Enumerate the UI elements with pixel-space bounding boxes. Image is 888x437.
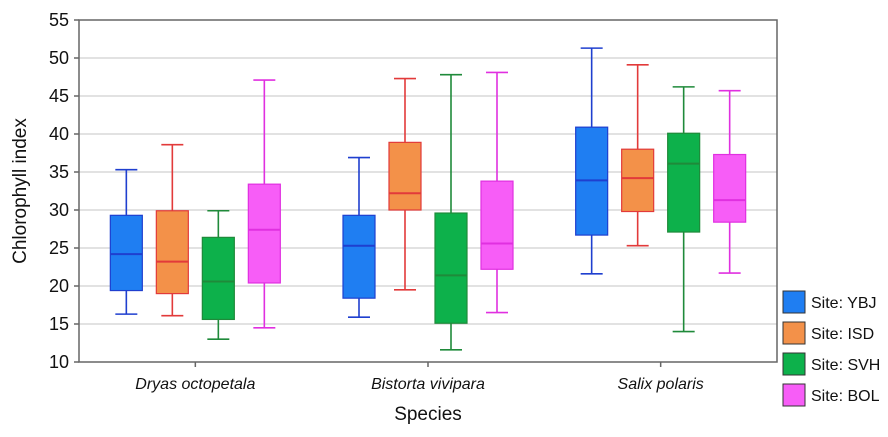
- legend-swatch: [782, 290, 806, 314]
- box-site-ybj-2: [342, 156, 376, 318]
- y-axis-title: Chlorophyll index: [10, 118, 31, 264]
- legend-label: Site: YBJ: [811, 295, 877, 312]
- iqr-box: [713, 153, 747, 223]
- iqr-box: [247, 183, 281, 284]
- legend-item: Site: ISD: [782, 321, 874, 345]
- y-tick-label: 45: [49, 86, 69, 106]
- iqr-box: [621, 148, 655, 213]
- y-tick-label: 55: [49, 10, 69, 30]
- legend-item: Site: YBJ: [782, 290, 877, 314]
- x-category-label: Dryas octopetala: [135, 376, 255, 393]
- box-site-svh-1: [201, 209, 235, 341]
- legend-item: Site: SVH: [782, 352, 880, 376]
- grid-layer: [79, 57, 777, 325]
- iqr-box: [109, 214, 143, 292]
- y-tick-label: 30: [49, 200, 69, 220]
- y-tick-label: 20: [49, 276, 69, 296]
- legend: Site: YBJ Site: ISD Site: SVH Site: BOL: [782, 290, 880, 407]
- legend-swatch: [782, 321, 806, 345]
- iqr-box: [342, 214, 376, 299]
- y-tick-label: 15: [49, 314, 69, 334]
- iqr-box: [155, 210, 189, 295]
- y-tick-label: 40: [49, 124, 69, 144]
- box-site-bol-1: [247, 79, 281, 329]
- box-site-ybj-3: [575, 47, 609, 275]
- box-site-bol-3: [713, 89, 747, 274]
- box-site-svh-2: [434, 73, 468, 351]
- y-tick-label: 25: [49, 238, 69, 258]
- box-site-ybj-1: [109, 168, 143, 315]
- legend-label: Site: BOL: [811, 388, 880, 405]
- legend-label: Site: ISD: [811, 326, 874, 343]
- iqr-box: [667, 132, 701, 233]
- iqr-box: [434, 212, 468, 324]
- box-site-isd-3: [621, 64, 655, 247]
- iqr-box: [201, 236, 235, 321]
- box-layer: [109, 47, 747, 351]
- iqr-box: [480, 180, 514, 270]
- legend-label: Site: SVH: [811, 357, 880, 374]
- y-tick-label: 50: [49, 48, 69, 68]
- x-category-label: Salix polaris: [618, 376, 704, 393]
- legend-item: Site: BOL: [782, 383, 880, 407]
- iqr-box: [388, 141, 422, 211]
- legend-swatch: [782, 352, 806, 376]
- y-tick-label: 10: [49, 352, 69, 372]
- legend-swatch: [782, 383, 806, 407]
- box-site-bol-2: [480, 71, 514, 314]
- x-category-label: Bistorta vivipara: [371, 376, 485, 393]
- x-axis-title: Species: [394, 404, 462, 425]
- y-tick-label: 35: [49, 162, 69, 182]
- axis-layer: 10 15 20 25 30 35 40 45 50 55 Dryas octopetala Bist…: [49, 10, 704, 393]
- box-site-isd-2: [388, 77, 422, 291]
- box-site-svh-3: [667, 86, 701, 333]
- box-site-isd-1: [155, 143, 189, 317]
